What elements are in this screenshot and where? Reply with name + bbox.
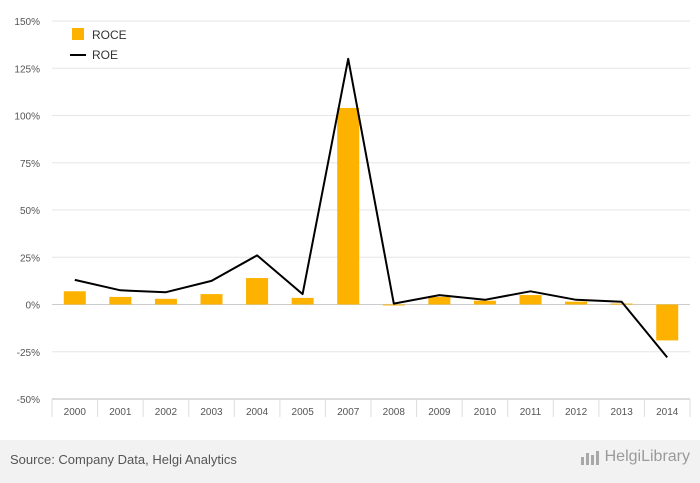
roce-bar[interactable] — [519, 295, 542, 305]
library-icon — [580, 449, 601, 465]
x-tick-label: 2007 — [337, 407, 360, 418]
y-tick-label: 25% — [20, 253, 40, 264]
gridlines — [52, 20, 690, 400]
roce-bar[interactable] — [246, 278, 269, 305]
roce-bar[interactable] — [565, 301, 588, 305]
roce-bar[interactable] — [154, 298, 177, 305]
brand-name: HelgiLibrary — [604, 448, 690, 465]
roce-legend-swatch — [72, 28, 84, 40]
roe-line — [74, 57, 668, 359]
x-tick-label: 2001 — [109, 407, 132, 418]
roce-bar[interactable] — [337, 107, 360, 305]
y-axis-ticks: 150% 125% 100% 75% 50% 25% 0% -25% -50% — [14, 17, 40, 406]
x-tick-label: 2009 — [428, 407, 451, 418]
x-axis: 2000 2001 2002 2003 2004 2005 2007 2008 2009 2010… — [51, 398, 691, 418]
source-text: Source: Company Data, Helgi Analytics — [10, 452, 237, 467]
x-tick-label: 2002 — [155, 407, 178, 418]
x-tick-label: 2011 — [520, 407, 542, 418]
x-tick-label: 2014 — [656, 407, 679, 418]
x-tick-label: 2012 — [565, 407, 588, 418]
roce-bars — [63, 107, 679, 341]
roce-bar[interactable] — [291, 297, 314, 305]
y-tick-label: 0% — [26, 301, 41, 312]
x-tick-label: 2010 — [474, 407, 497, 418]
roce-bar[interactable] — [63, 291, 86, 305]
x-tick-label: 2008 — [383, 407, 406, 418]
y-tick-label: 50% — [20, 206, 40, 217]
y-tick-label: 100% — [14, 112, 40, 123]
roce-bar[interactable] — [473, 300, 496, 305]
roce-bar[interactable] — [656, 304, 679, 341]
legend[interactable]: ROCE ROE — [70, 28, 127, 62]
roce-bar[interactable] — [200, 294, 223, 305]
x-tick-label: 2000 — [64, 407, 87, 418]
y-tick-label: 125% — [14, 64, 40, 75]
x-tick-label: 2005 — [292, 407, 315, 418]
roce-bar[interactable] — [382, 304, 405, 306]
roce-legend-label: ROCE — [92, 28, 127, 42]
chart: 150% 125% 100% 75% 50% 25% 0% -25% -50% 2000 2001… — [14, 17, 691, 418]
y-tick-label: -25% — [17, 348, 40, 359]
roe-legend-label: ROE — [92, 48, 118, 62]
x-tick-label: 2004 — [246, 407, 269, 418]
y-tick-label: -50% — [17, 395, 40, 406]
y-tick-label: 75% — [20, 159, 40, 170]
y-tick-label: 150% — [14, 17, 40, 28]
x-tick-label: 2013 — [611, 407, 634, 418]
roce-bar[interactable] — [109, 296, 132, 305]
brand-logo[interactable]: HelgiLibrary — [580, 448, 690, 466]
x-tick-label: 2003 — [200, 407, 223, 418]
roce-bar[interactable] — [610, 303, 633, 305]
roce-bar[interactable] — [428, 296, 451, 305]
